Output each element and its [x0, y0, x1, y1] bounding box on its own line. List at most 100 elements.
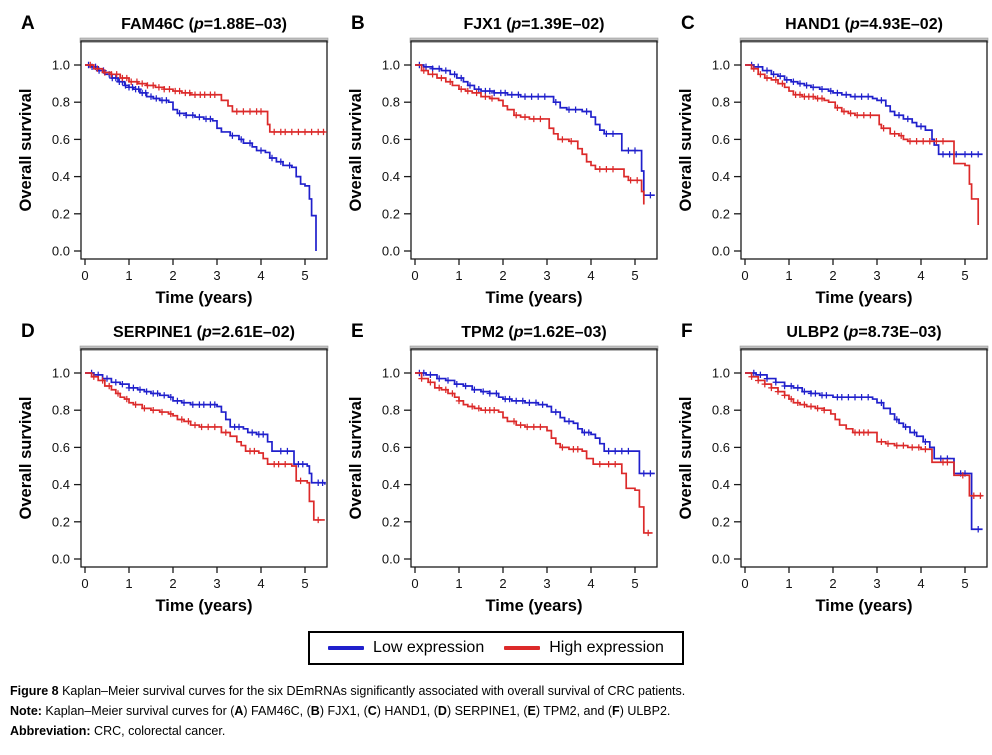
km-chart-b: B FJX1 (p=1.39E–02) 0.0 0.2 0.4 0.6 0.8 1.0 0 1 2 3…	[347, 13, 659, 307]
y-tick-label: 0.0	[712, 244, 730, 259]
x-tick-label: 1	[785, 268, 792, 283]
x-tick-label: 0	[741, 576, 748, 591]
x-tick-label: 4	[587, 576, 594, 591]
panel-letter-f: F	[681, 321, 693, 342]
x-tick-label: 5	[301, 576, 308, 591]
y-tick-label: 0.8	[712, 403, 730, 418]
x-tick-label: 0	[411, 268, 418, 283]
caption-bold-segment: Figure 8	[10, 684, 59, 698]
legend-row: Low expression High expression	[0, 631, 992, 665]
km-curve-low-expression	[415, 372, 655, 475]
km-curve-high-expression	[745, 372, 983, 497]
y-tick-label: 1.0	[52, 58, 70, 73]
caption-text-segment: ) FJX1, (	[319, 704, 368, 718]
km-curve-high-expression	[85, 64, 325, 133]
x-tick-label: 2	[499, 268, 506, 283]
plot-top-bar	[79, 37, 329, 43]
x-axis-label: Time (years)	[156, 597, 253, 615]
figure-caption: Figure 8 Kaplan–Meier survival curves fo…	[10, 681, 992, 741]
km-curve-low-expression	[415, 64, 655, 197]
caption-line-2: Note: Kaplan–Meier survival curves for (…	[10, 701, 992, 721]
censor-marks-low-expression	[85, 61, 293, 169]
y-tick-label: 0.4	[712, 169, 730, 184]
caption-bold-segment: F	[612, 704, 620, 718]
censor-marks-low-expression	[88, 369, 326, 486]
caption-text-segment: ) HAND1, (	[376, 704, 438, 718]
plot-top-bar	[739, 345, 989, 351]
legend-label-high: High expression	[549, 639, 664, 656]
censor-marks-high-expression	[90, 373, 322, 524]
panel-title-a: FAM46C (p=1.88E–03)	[121, 16, 287, 33]
km-panel-b: B FJX1 (p=1.39E–02) 0.0 0.2 0.4 0.6 0.8 1.0 0 1 2 3…	[331, 5, 661, 313]
caption-line-1: Figure 8 Kaplan–Meier survival curves fo…	[10, 681, 992, 701]
x-tick-label: 4	[257, 268, 264, 283]
y-axis: 0.0 0.2 0.4 0.6 0.8 1.0	[52, 366, 81, 567]
km-curve-high-expression	[415, 372, 653, 534]
panel-title-d: SERPINE1 (p=2.61E–02)	[113, 324, 295, 341]
y-tick-label: 0.2	[382, 206, 400, 221]
y-tick-label: 0.2	[52, 514, 70, 529]
caption-text-segment: ) SERPINE1, (	[446, 704, 528, 718]
caption-text-segment: Kaplan–Meier survival curves for the six…	[58, 684, 686, 698]
km-curve-high-expression	[415, 64, 645, 205]
km-chart-e: E TPM2 (p=1.62E–03) 0.0 0.2 0.4 0.6 0.8 1.0 0 1 2 3…	[347, 321, 659, 615]
x-tick-label: 5	[631, 576, 638, 591]
y-tick-label: 0.2	[382, 514, 400, 529]
y-axis: 0.0 0.2 0.4 0.6 0.8 1.0	[712, 366, 741, 567]
x-axis-label: Time (years)	[156, 289, 253, 307]
x-tick-label: 5	[631, 268, 638, 283]
x-tick-label: 3	[873, 268, 880, 283]
plot-top-bar	[739, 37, 989, 43]
y-tick-label: 0.0	[52, 552, 70, 567]
y-tick-label: 0.4	[382, 477, 400, 492]
km-curve-low-expression	[85, 372, 326, 485]
x-tick-label: 4	[587, 268, 594, 283]
x-tick-label: 4	[257, 576, 264, 591]
km-curve-low-expression	[745, 372, 983, 531]
y-tick-label: 0.6	[382, 440, 400, 455]
x-axis: 0 1 2 3 4 5	[411, 567, 639, 591]
legend-item-low: Low expression	[328, 639, 484, 657]
x-tick-label: 0	[411, 576, 418, 591]
caption-bold-segment: C	[367, 704, 377, 718]
x-axis-label: Time (years)	[486, 289, 583, 307]
x-tick-label: 1	[125, 576, 132, 591]
legend-label-low: Low expression	[373, 639, 485, 656]
y-tick-label: 0.4	[52, 477, 70, 492]
y-tick-label: 1.0	[52, 366, 70, 381]
x-axis: 0 1 2 3 4 5	[741, 567, 969, 591]
y-tick-label: 1.0	[382, 366, 400, 381]
censor-marks-low-expression	[416, 61, 654, 199]
caption-text-segment: ) TPM2, and (	[535, 704, 613, 718]
legend: Low expression High expression	[308, 631, 684, 665]
y-axis: 0.0 0.2 0.4 0.6 0.8 1.0	[382, 58, 411, 259]
x-axis-label: Time (years)	[816, 597, 913, 615]
plot-box	[410, 40, 658, 260]
y-tick-label: 0.6	[382, 132, 400, 147]
x-tick-label: 3	[543, 268, 550, 283]
y-tick-label: 0.8	[382, 403, 400, 418]
panel-letter-a: A	[21, 13, 35, 34]
x-axis: 0 1 2 3 4 5	[81, 259, 309, 283]
y-tick-label: 0.8	[52, 403, 70, 418]
x-tick-label: 1	[455, 576, 462, 591]
y-tick-label: 0.0	[712, 552, 730, 567]
km-panel-c: C HAND1 (p=4.93E–02) 0.0 0.2 0.4 0.6 0.8 1.0 0 1 2…	[661, 5, 991, 313]
y-tick-label: 0.0	[52, 244, 70, 259]
x-tick-label: 3	[213, 268, 220, 283]
x-tick-label: 0	[81, 268, 88, 283]
y-tick-label: 0.2	[712, 514, 730, 529]
legend-line-high	[504, 646, 541, 650]
y-tick-label: 0.2	[712, 206, 730, 221]
plot-box	[410, 348, 658, 568]
censor-marks-low-expression	[416, 369, 654, 477]
plot-top-bar	[409, 37, 659, 43]
x-axis-label: Time (years)	[486, 597, 583, 615]
km-curve-high-expression	[745, 64, 980, 225]
y-tick-label: 0.4	[52, 169, 70, 184]
km-chart-c: C HAND1 (p=4.93E–02) 0.0 0.2 0.4 0.6 0.8 1.0 0 1 2…	[677, 13, 989, 307]
km-panel-e: E TPM2 (p=1.62E–03) 0.0 0.2 0.4 0.6 0.8 1.0 0 1 2 3…	[331, 313, 661, 621]
x-axis: 0 1 2 3 4 5	[411, 259, 639, 283]
y-tick-label: 0.0	[382, 244, 400, 259]
